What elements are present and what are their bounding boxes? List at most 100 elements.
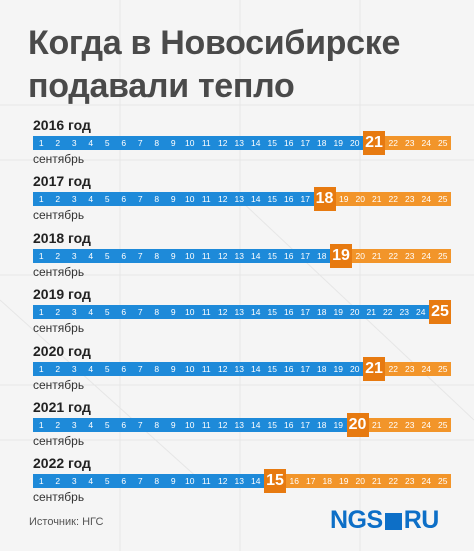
day-cell: 4 [82,418,99,432]
day-cell: 23 [401,418,418,432]
day-cell: 12 [214,248,231,263]
month-label: сентябрь [33,490,85,505]
day-cell: 6 [115,136,132,150]
day-cell: 13 [231,474,248,489]
day-cell: 5 [99,192,116,207]
day-cell: 19 [330,305,347,320]
day-cell: 3 [66,305,83,320]
day-cell: 20 [352,192,369,207]
day-cell: 22 [385,474,402,489]
day-bar: 1 2 3 4 5 6 7 8 9 10 11 12 13 14 15 16 17 18 19 20 21 22 23 24 2… [33,413,451,437]
day-cell: 20 [352,248,369,263]
day-cell: 11 [198,418,215,432]
year-label: 2017 год [33,173,91,190]
logo-text-right: RU [403,505,440,534]
day-cell: 9 [165,418,182,432]
day-cell: 15 [264,361,281,376]
day-cell: 12 [214,474,231,489]
day-cell: 17 [297,418,314,432]
day-cell: 16 [286,474,303,489]
heating-start-day: 20 [346,413,369,437]
day-cell: 16 [280,248,297,263]
day-cell: 12 [214,136,231,150]
day-cell: 13 [231,361,248,376]
day-cell: 9 [165,361,182,376]
heating-start-day: 25 [429,300,451,325]
day-cell: 15 [264,248,281,263]
day-cell: 24 [418,418,435,432]
day-cell: 10 [181,418,198,432]
day-cell: 18 [313,305,330,320]
day-cell: 24 [418,136,435,150]
heating-start-day: 15 [264,469,286,494]
day-cell: 1 [33,361,50,376]
day-cell: 10 [181,305,198,320]
day-cell: 23 [401,248,418,263]
heating-start-day: 21 [363,131,385,155]
title-line-1: Когда в Новосибирске [28,24,401,62]
day-cell: 12 [214,361,231,376]
source-note: Источник: НГС [29,516,104,528]
day-cell: 5 [99,305,116,320]
day-cell: 7 [132,474,149,489]
day-cell: 24 [418,361,435,376]
day-cell: 2 [49,305,66,320]
day-cell: 8 [148,136,165,150]
day-cell: 7 [132,418,149,432]
day-cell: 4 [82,305,99,320]
day-cell: 5 [99,474,116,489]
day-cell: 13 [231,305,248,320]
day-cell: 10 [181,136,198,150]
day-cell: 22 [379,305,396,320]
day-cell: 4 [82,248,99,263]
day-cell: 19 [335,192,352,207]
day-cell: 8 [148,361,165,376]
day-cell: 25 [434,136,451,150]
day-cell: 1 [33,192,50,207]
year-row: 2017 год 1 2 3 4 5 6 7 8 9 10 11 12 13 14 15 16 17 18 19 20 2… [33,173,451,231]
day-bar: 1 2 3 4 5 6 7 8 9 10 11 12 13 14 15 16 17 18 19 20 21 22 23 24 2… [33,300,451,325]
day-cell: 1 [33,248,50,263]
year-row: 2019 год 1 2 3 4 5 6 7 8 9 10 11 12 13 14 15 16 17 18 19 20 2… [33,286,451,344]
day-cell: 9 [165,136,182,150]
day-cell: 8 [148,474,165,489]
year-label: 2018 год [33,229,91,246]
day-cell: 13 [231,136,248,150]
day-cell: 11 [198,192,215,207]
day-cell: 17 [302,474,319,489]
day-cell: 21 [363,305,380,320]
day-cell: 3 [66,192,83,207]
day-cell: 24 [418,474,435,489]
day-cell: 15 [264,192,281,207]
day-cell: 1 [33,418,50,432]
day-cell: 21 [368,248,385,263]
year-label: 2019 год [33,286,91,303]
day-cell: 2 [49,474,66,489]
day-cell: 17 [297,361,314,376]
day-cell: 25 [434,418,451,432]
day-cell: 22 [385,248,402,263]
day-cell: 13 [231,192,248,207]
page-title: Когда в Новосибирске подавали тепло [28,22,458,108]
day-cell: 20 [346,136,363,150]
day-cell: 16 [280,136,297,150]
day-cell: 14 [247,418,264,432]
title-line-2: подавали тепло [28,67,295,105]
day-cell: 23 [401,136,418,150]
day-cell: 4 [82,474,99,489]
day-cell: 6 [115,305,132,320]
day-cell: 19 [330,418,347,432]
day-cell: 17 [297,305,314,320]
day-cell: 1 [33,305,50,320]
day-cell: 7 [132,192,149,207]
day-cell: 25 [434,361,451,376]
day-cell: 14 [247,192,264,207]
day-cell: 24 [412,305,429,320]
day-cell: 21 [368,474,385,489]
day-cell: 4 [82,192,99,207]
day-cell: 18 [313,418,330,432]
day-cell: 6 [115,248,132,263]
day-cell: 5 [99,136,116,150]
year-label: 2016 год [33,117,91,133]
day-cell: 20 [346,361,363,376]
